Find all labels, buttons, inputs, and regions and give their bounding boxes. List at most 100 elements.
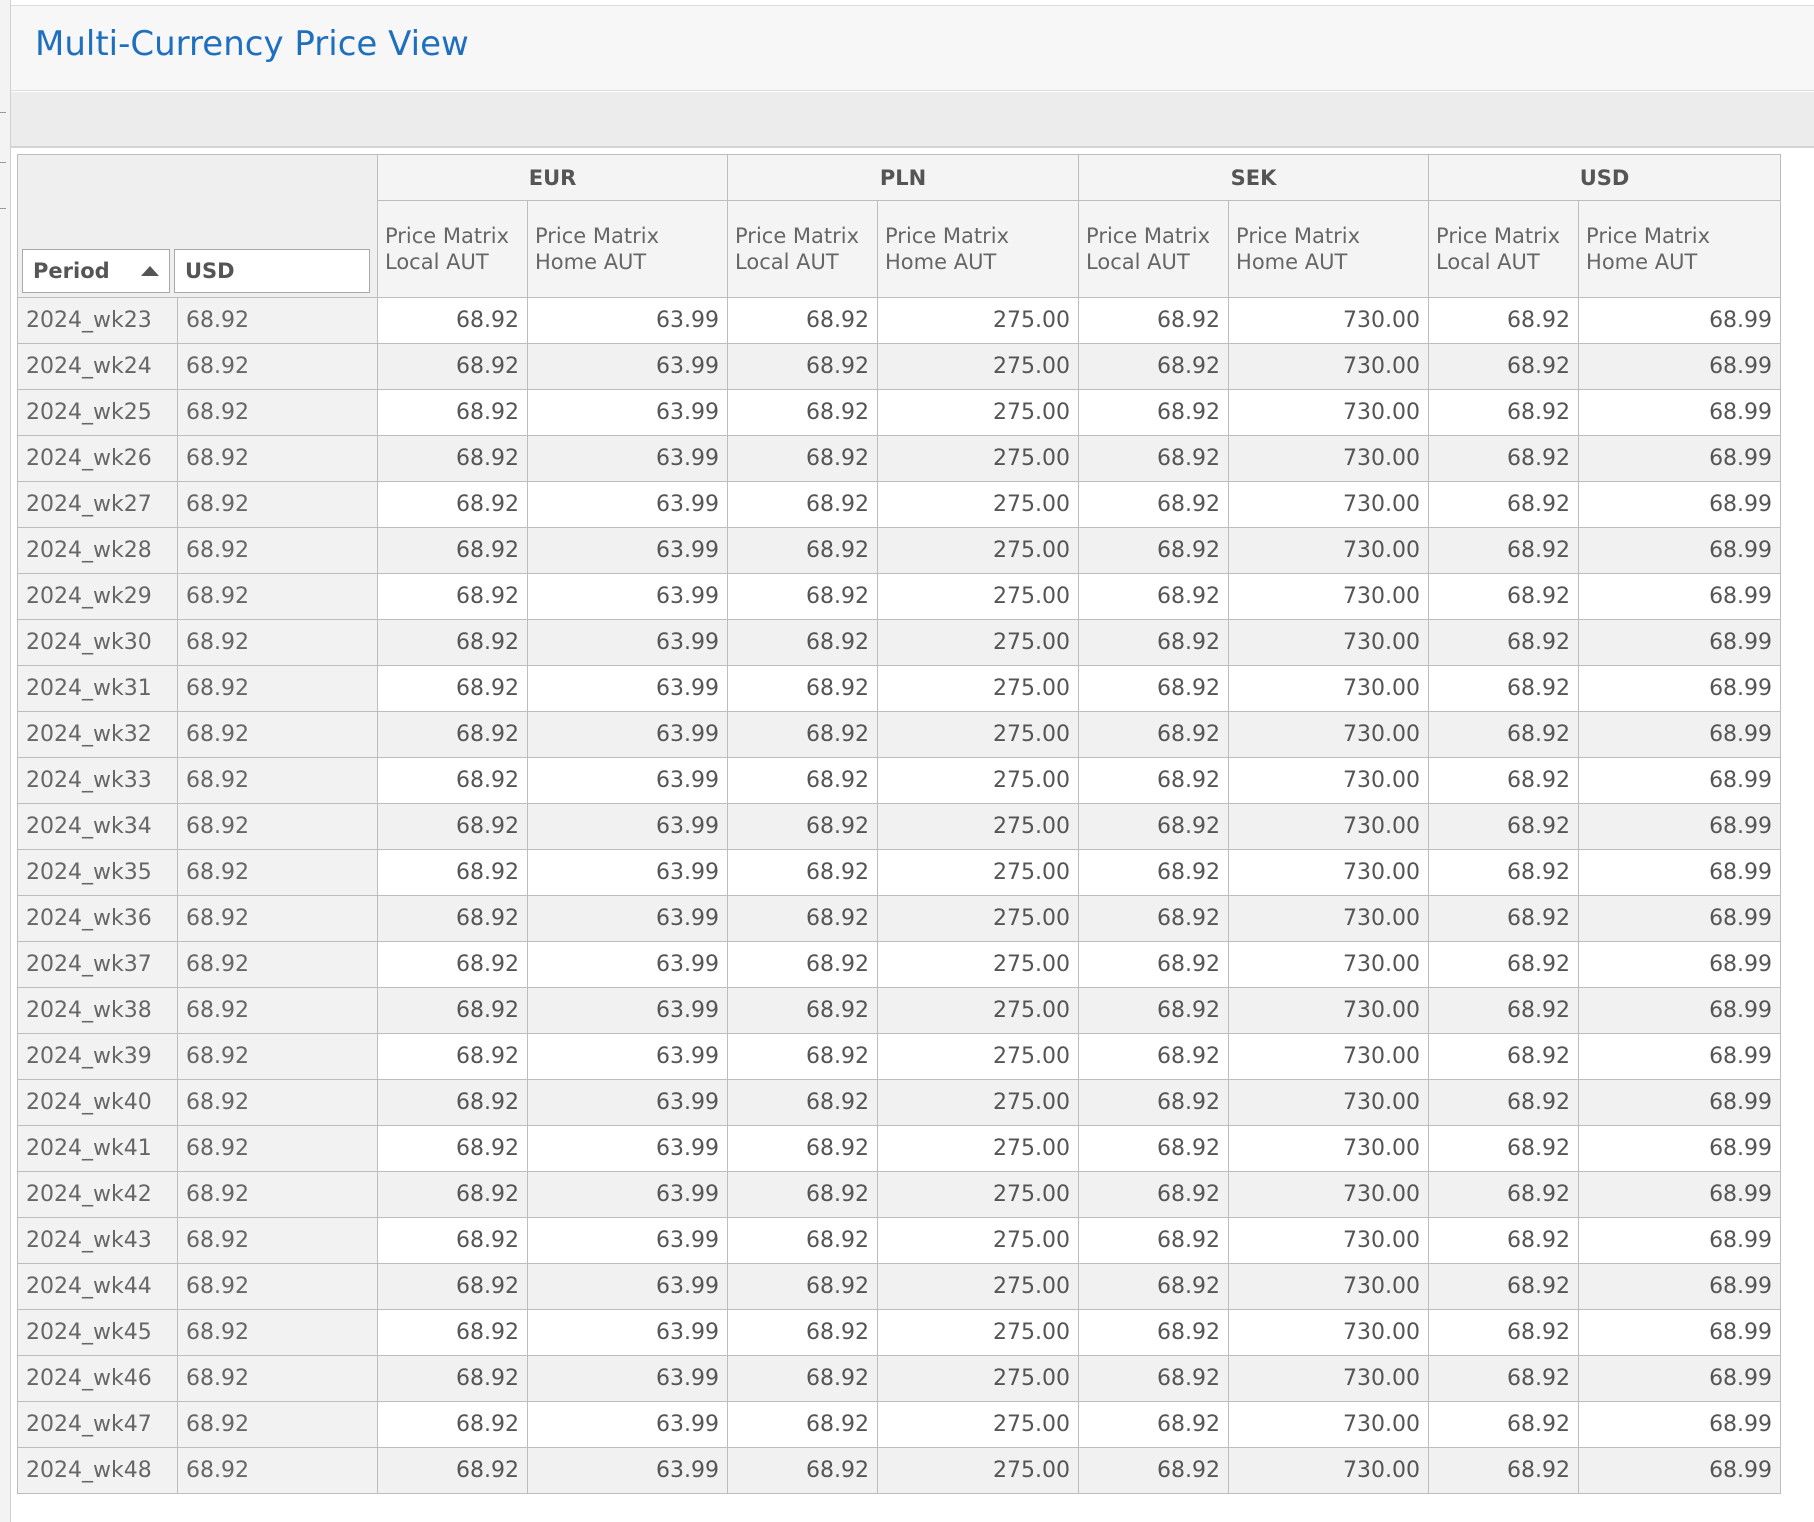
price-local-cell[interactable]: 68.92	[727, 1079, 879, 1126]
price-local-cell[interactable]: 68.92	[1428, 481, 1580, 528]
price-home-cell[interactable]: 275.00	[877, 757, 1080, 804]
price-local-cell[interactable]: 68.92	[1428, 619, 1580, 666]
price-home-cell[interactable]: 63.99	[526, 803, 729, 850]
price-home-cell[interactable]: 275.00	[877, 573, 1080, 620]
table-row[interactable]: 2024_wk40 68.92 68.92 63.99 68.92 275.00 68.92…	[17, 1079, 1782, 1126]
price-home-cell[interactable]: 68.99	[1578, 895, 1782, 942]
price-home-cell[interactable]: 275.00	[877, 1355, 1080, 1402]
currency-group-header[interactable]: EUR	[376, 154, 729, 201]
price-home-cell[interactable]: 68.99	[1578, 1447, 1782, 1494]
price-local-cell[interactable]: 68.92	[727, 803, 879, 850]
price-local-cell[interactable]: 68.92	[1428, 1263, 1580, 1310]
usd-cell[interactable]: 68.92	[177, 1033, 378, 1080]
price-home-cell[interactable]: 730.00	[1228, 573, 1430, 620]
price-local-cell[interactable]: 68.92	[1428, 1171, 1580, 1218]
price-home-cell[interactable]: 275.00	[877, 1125, 1080, 1172]
price-local-cell[interactable]: 68.92	[1428, 1309, 1580, 1356]
price-local-cell[interactable]: 68.92	[1428, 1217, 1580, 1264]
price-home-cell[interactable]: 730.00	[1228, 1355, 1430, 1402]
usd-cell[interactable]: 68.92	[177, 1309, 378, 1356]
price-local-cell[interactable]: 68.92	[1428, 895, 1580, 942]
period-cell[interactable]: 2024_wk31	[17, 665, 178, 712]
price-local-cell[interactable]: 68.92	[1078, 389, 1230, 436]
price-home-cell[interactable]: 275.00	[877, 665, 1080, 712]
usd-cell[interactable]: 68.92	[177, 527, 378, 574]
price-local-cell[interactable]: 68.92	[727, 987, 879, 1034]
price-local-cell[interactable]: 68.92	[727, 573, 879, 620]
price-home-cell[interactable]: 730.00	[1228, 941, 1430, 988]
period-cell[interactable]: 2024_wk38	[17, 987, 178, 1034]
price-local-cell[interactable]: 68.92	[1078, 343, 1230, 390]
price-home-cell[interactable]: 63.99	[526, 1033, 729, 1080]
table-row[interactable]: 2024_wk35 68.92 68.92 63.99 68.92 275.00 68.92…	[17, 849, 1782, 896]
price-home-cell[interactable]: 730.00	[1228, 757, 1430, 804]
price-local-cell[interactable]: 68.92	[1428, 389, 1580, 436]
price-home-cell[interactable]: 63.99	[526, 527, 729, 574]
price-local-cell[interactable]: 68.92	[727, 619, 879, 666]
usd-cell[interactable]: 68.92	[177, 665, 378, 712]
price-home-cell[interactable]: 730.00	[1228, 665, 1430, 712]
period-cell[interactable]: 2024_wk35	[17, 849, 178, 896]
price-local-cell[interactable]: 68.92	[727, 527, 879, 574]
price-home-cell[interactable]: 68.99	[1578, 573, 1782, 620]
usd-cell[interactable]: 68.92	[177, 297, 378, 344]
price-home-cell[interactable]: 63.99	[526, 1079, 729, 1126]
price-local-cell[interactable]: 68.92	[377, 1309, 528, 1356]
price-home-cell[interactable]: 68.99	[1578, 941, 1782, 988]
price-home-cell[interactable]: 730.00	[1228, 1401, 1430, 1448]
price-local-cell[interactable]: 68.92	[1428, 665, 1580, 712]
price-local-cell[interactable]: 68.92	[727, 1125, 879, 1172]
price-local-cell[interactable]: 68.92	[377, 527, 528, 574]
usd-cell[interactable]: 68.92	[177, 1401, 378, 1448]
price-home-cell[interactable]: 68.99	[1578, 527, 1782, 574]
price-home-cell[interactable]: 275.00	[877, 1033, 1080, 1080]
period-cell[interactable]: 2024_wk40	[17, 1079, 178, 1126]
price-local-cell[interactable]: 68.92	[377, 987, 528, 1034]
usd-cell[interactable]: 68.92	[177, 1355, 378, 1402]
usd-cell[interactable]: 68.92	[177, 711, 378, 758]
table-row[interactable]: 2024_wk44 68.92 68.92 63.99 68.92 275.00 68.92…	[17, 1263, 1782, 1310]
table-row[interactable]: 2024_wk33 68.92 68.92 63.99 68.92 275.00 68.92…	[17, 757, 1782, 804]
price-home-cell[interactable]: 63.99	[526, 435, 729, 482]
table-row[interactable]: 2024_wk23 68.92 68.92 63.99 68.92 275.00 68.92…	[17, 297, 1782, 344]
price-home-cell[interactable]: 68.99	[1578, 343, 1782, 390]
price-home-cell[interactable]: 63.99	[526, 711, 729, 758]
price-local-cell[interactable]: 68.92	[1078, 849, 1230, 896]
price-local-cell[interactable]: 68.92	[377, 757, 528, 804]
usd-cell[interactable]: 68.92	[177, 389, 378, 436]
currency-group-header[interactable]: PLN	[727, 154, 1080, 201]
price-local-cell[interactable]: 68.92	[727, 757, 879, 804]
price-local-cell[interactable]: 68.92	[377, 343, 528, 390]
table-row[interactable]: 2024_wk48 68.92 68.92 63.99 68.92 275.00 68.92…	[17, 1447, 1782, 1494]
price-local-cell[interactable]: 68.92	[1428, 297, 1580, 344]
table-row[interactable]: 2024_wk26 68.92 68.92 63.99 68.92 275.00 68.92…	[17, 435, 1782, 482]
price-local-cell[interactable]: 68.92	[1078, 435, 1230, 482]
price-home-cell[interactable]: 275.00	[877, 1309, 1080, 1356]
period-cell[interactable]: 2024_wk28	[17, 527, 178, 574]
price-local-cell[interactable]: 68.92	[727, 1263, 879, 1310]
price-home-cell[interactable]: 275.00	[877, 1401, 1080, 1448]
table-row[interactable]: 2024_wk32 68.92 68.92 63.99 68.92 275.00 68.92…	[17, 711, 1782, 758]
usd-cell[interactable]: 68.92	[177, 1217, 378, 1264]
period-cell[interactable]: 2024_wk47	[17, 1401, 178, 1448]
usd-cell[interactable]: 68.92	[177, 1171, 378, 1218]
price-home-cell[interactable]: 730.00	[1228, 343, 1430, 390]
price-local-cell[interactable]: 68.92	[1428, 849, 1580, 896]
price-home-cell[interactable]: 63.99	[526, 849, 729, 896]
price-home-cell[interactable]: 68.99	[1578, 1125, 1782, 1172]
price-local-cell[interactable]: 68.92	[1428, 941, 1580, 988]
period-cell[interactable]: 2024_wk41	[17, 1125, 178, 1172]
price-local-cell[interactable]: 68.92	[1428, 1355, 1580, 1402]
price-local-cell[interactable]: 68.92	[377, 1171, 528, 1218]
period-cell[interactable]: 2024_wk44	[17, 1263, 178, 1310]
column-header-local[interactable]: Price Matrix Local AUT	[377, 200, 528, 298]
table-row[interactable]: 2024_wk25 68.92 68.92 63.99 68.92 275.00 68.92…	[17, 389, 1782, 436]
price-local-cell[interactable]: 68.92	[1078, 1263, 1230, 1310]
price-local-cell[interactable]: 68.92	[1078, 619, 1230, 666]
price-local-cell[interactable]: 68.92	[1078, 895, 1230, 942]
price-local-cell[interactable]: 68.92	[1078, 665, 1230, 712]
price-local-cell[interactable]: 68.92	[1078, 987, 1230, 1034]
price-home-cell[interactable]: 275.00	[877, 297, 1080, 344]
price-local-cell[interactable]: 68.92	[1078, 1079, 1230, 1126]
price-home-cell[interactable]: 63.99	[526, 481, 729, 528]
